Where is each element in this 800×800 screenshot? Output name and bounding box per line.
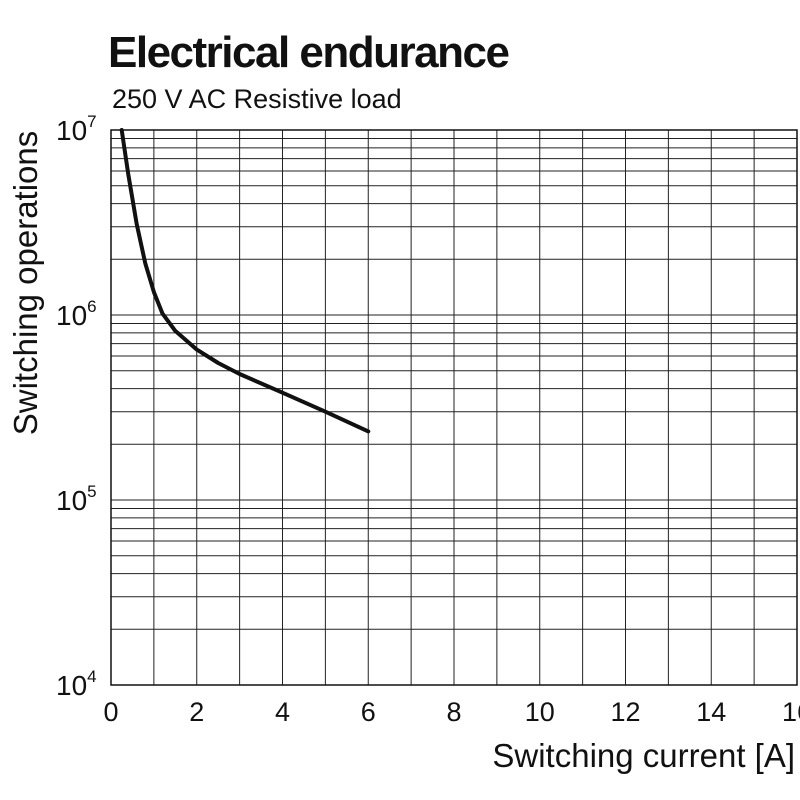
y-tick-label: 107: [56, 112, 97, 146]
y-tick-exponent: 7: [87, 112, 96, 131]
y-axis-label: Switching operations: [7, 131, 44, 436]
y-tick-label: 105: [56, 482, 97, 516]
chart-title: Electrical endurance: [108, 28, 510, 77]
y-tick-exponent: 6: [87, 297, 96, 316]
y-tick-label: 106: [56, 297, 97, 331]
grid-lines: [111, 130, 797, 685]
y-tick-base: 10: [56, 300, 87, 331]
x-tick-label: 16: [782, 697, 800, 727]
x-tick-label: 4: [275, 697, 290, 727]
plot-frame: [110, 129, 798, 686]
x-tick-label: 12: [610, 697, 640, 727]
x-tick-label: 14: [696, 697, 726, 727]
x-tick-label: 10: [525, 697, 555, 727]
y-tick-base: 10: [56, 670, 87, 701]
y-tick-base: 10: [56, 485, 87, 516]
y-tick-exponent: 5: [87, 482, 96, 501]
x-tick-labels: 0 2 4 6 8 10 12 14 16: [103, 697, 800, 727]
y-tick-base: 10: [56, 115, 87, 146]
y-tick-label: 104: [56, 667, 97, 701]
x-tick-label: 2: [189, 697, 204, 727]
x-tick-label: 6: [361, 697, 376, 727]
series-layer: [119, 128, 371, 434]
x-tick-label: 0: [103, 697, 118, 727]
y-tick-exponent: 4: [87, 667, 96, 686]
x-tick-label: 8: [446, 697, 461, 727]
chart-subtitle: 250 V AC Resistive load: [112, 84, 402, 114]
x-axis-label: Switching current [A]: [492, 737, 795, 774]
series-line-1: [119, 128, 371, 434]
